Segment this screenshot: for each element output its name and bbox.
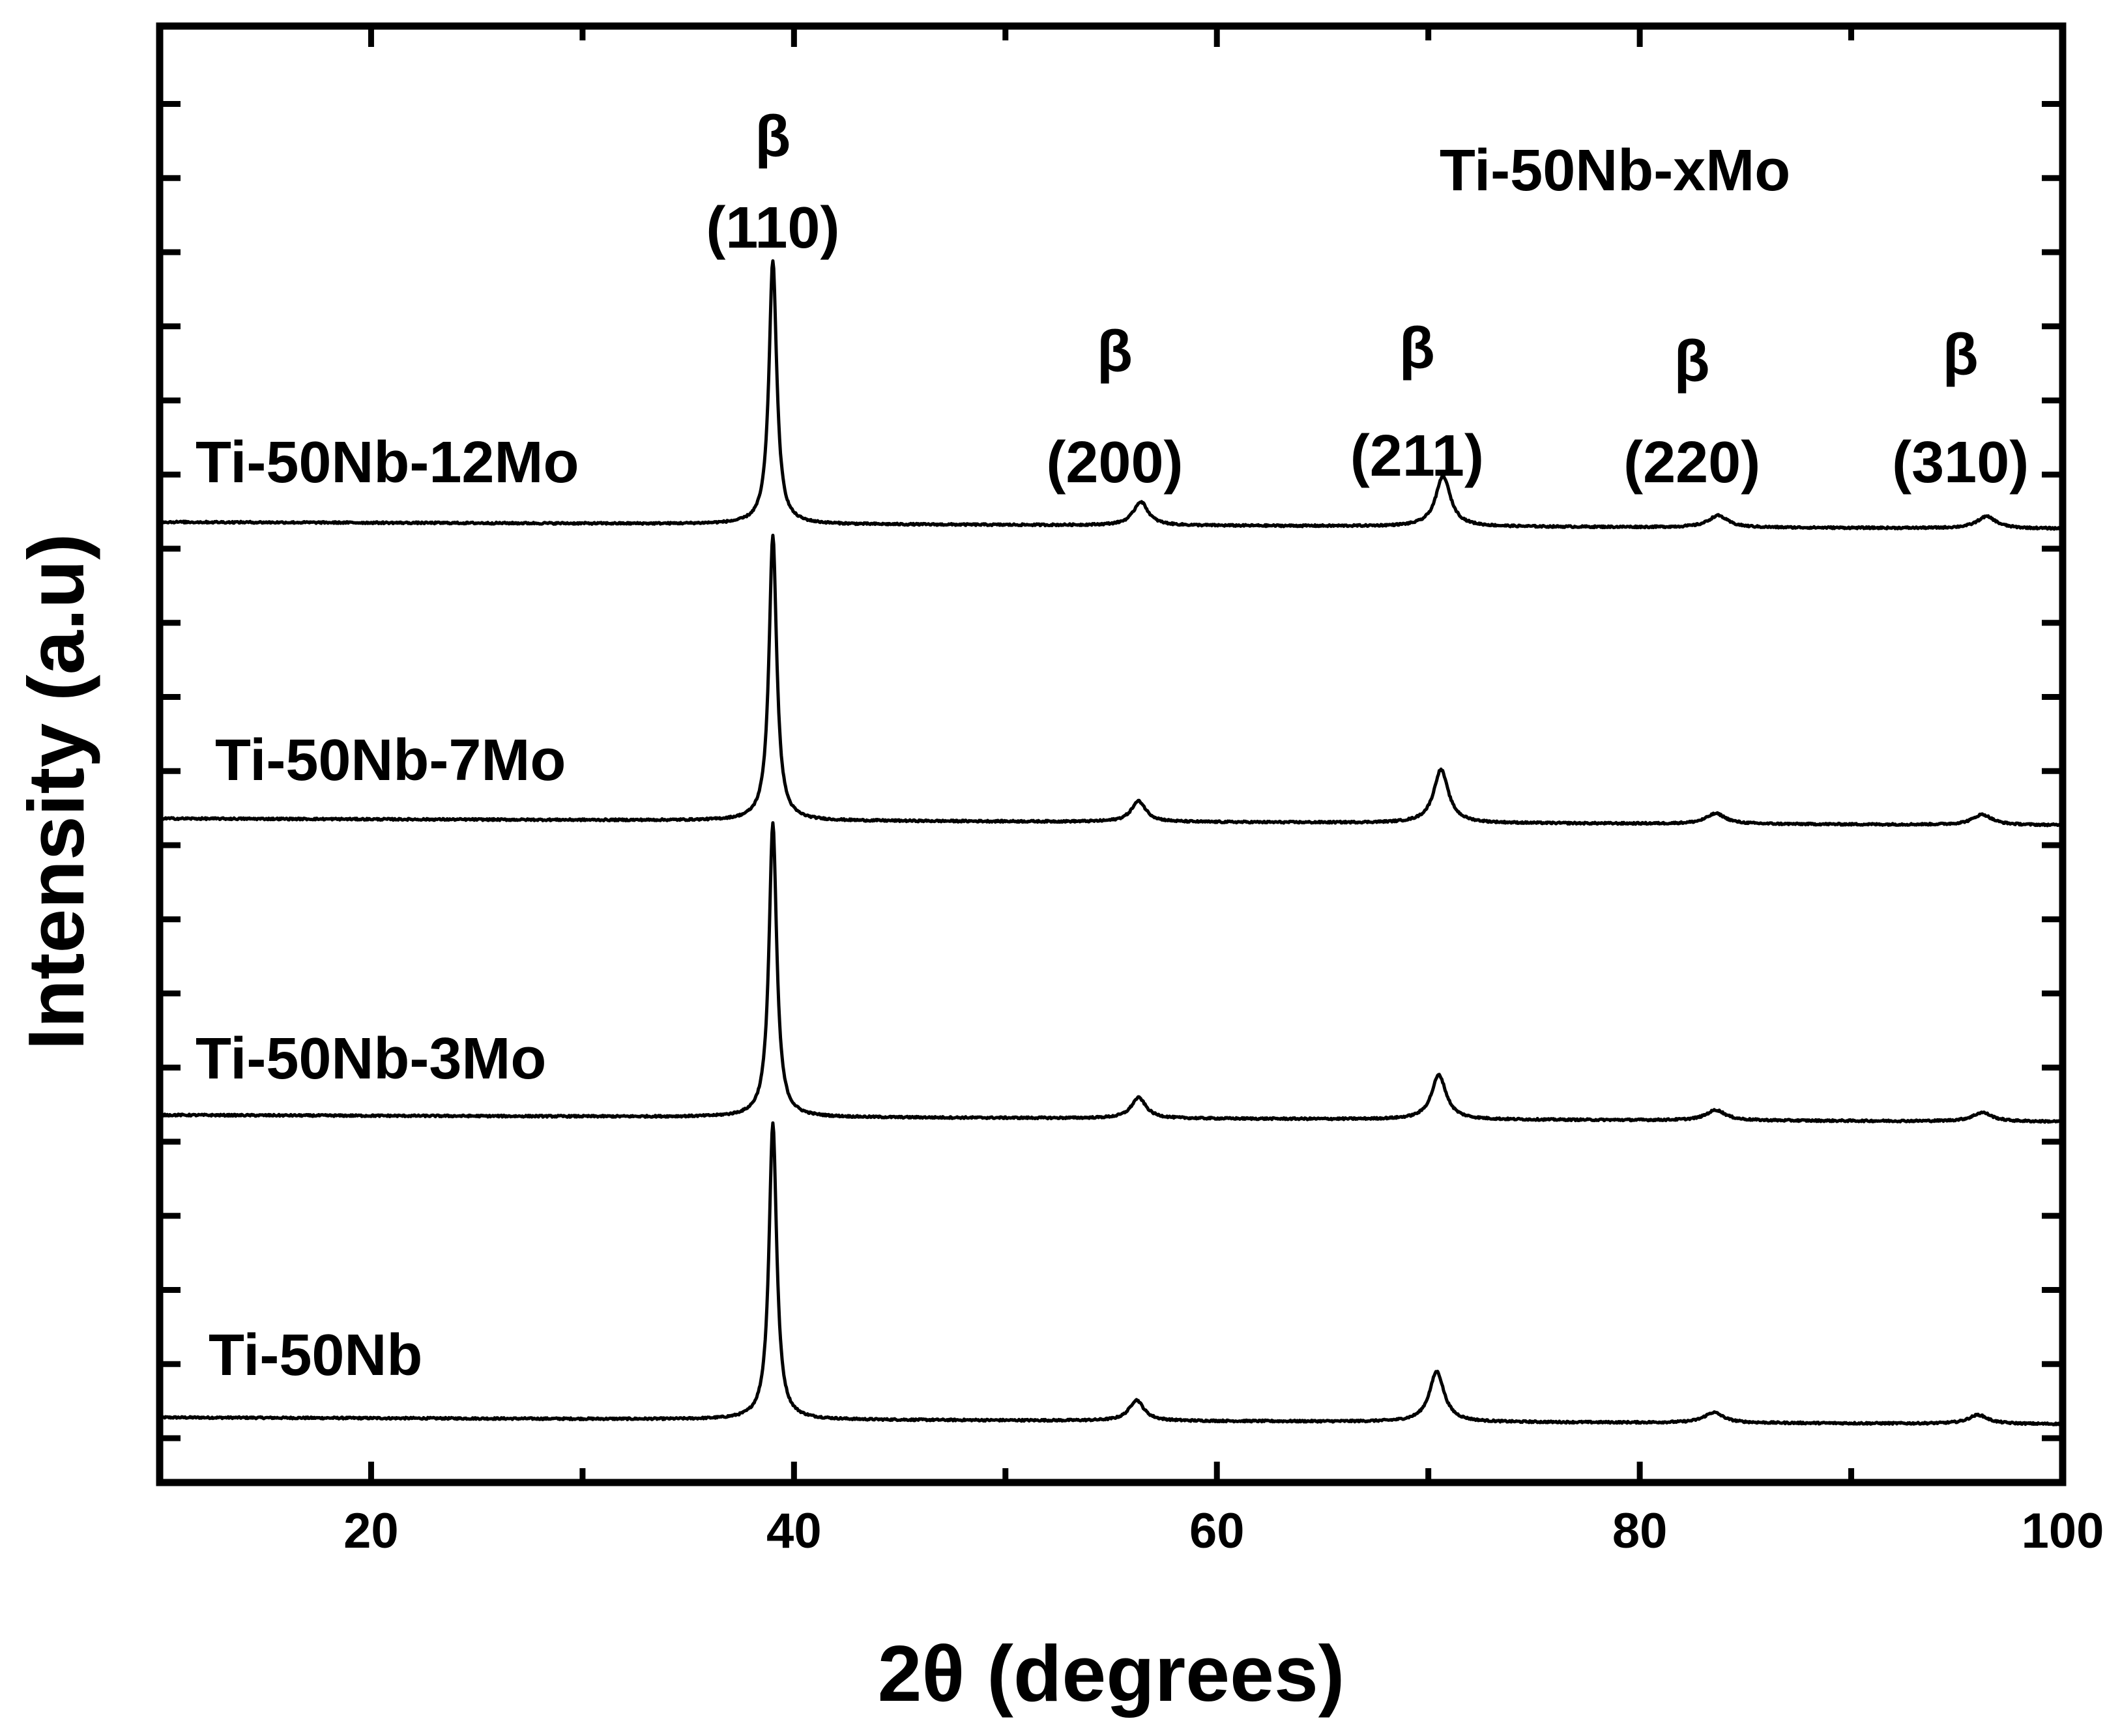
peak-phase-label: β <box>755 104 791 169</box>
y-ticks <box>160 101 2063 1441</box>
series-label: Ti-50Nb <box>209 1323 422 1388</box>
x-tick-label: 20 <box>343 1503 399 1559</box>
series-line-ti-50nb-7mo <box>158 534 2063 828</box>
peak-plane-label: (220) <box>1623 430 1760 495</box>
series-line-ti-50nb-3mo <box>158 821 2063 1124</box>
series-line-ti-50nb-12mo <box>158 259 2063 531</box>
peak-plane-label: (200) <box>1046 430 1183 495</box>
chart-title: Ti-50Nb-xMo <box>1440 138 1790 203</box>
peak-phase-label: β <box>1097 319 1133 384</box>
series-label: Ti-50Nb-7Mo <box>215 728 566 793</box>
x-axis-title: 2θ (degrees) <box>878 1629 1345 1718</box>
series-layer <box>158 259 2063 1426</box>
series-label: Ti-50Nb-12Mo <box>196 430 579 495</box>
y-axis-title: Intensity (a.u) <box>12 533 100 1050</box>
peak-phase-label: β <box>1943 323 1979 388</box>
series-line-ti-50nb <box>158 1121 2063 1426</box>
x-ticks: 20 40 60 80 100 <box>343 26 2104 1559</box>
peak-plane-label: (110) <box>706 195 839 261</box>
peak-plane-label: (211) <box>1350 424 1484 489</box>
series-label: Ti-50Nb-3Mo <box>196 1026 546 1092</box>
label-layer: Ti-50Nb Ti-50Nb-3Mo Ti-50Nb-7Mo Ti-50Nb-12M… <box>196 104 2029 1388</box>
peak-phase-label: β <box>1399 316 1435 381</box>
peak-plane-label: (310) <box>1892 430 2029 495</box>
x-tick-label: 100 <box>2022 1503 2104 1559</box>
peak-phase-label: β <box>1674 329 1710 394</box>
x-tick-label: 40 <box>766 1503 822 1559</box>
x-tick-label: 60 <box>1189 1503 1245 1559</box>
x-tick-label: 80 <box>1612 1503 1668 1559</box>
plot-frame <box>156 22 2067 1486</box>
